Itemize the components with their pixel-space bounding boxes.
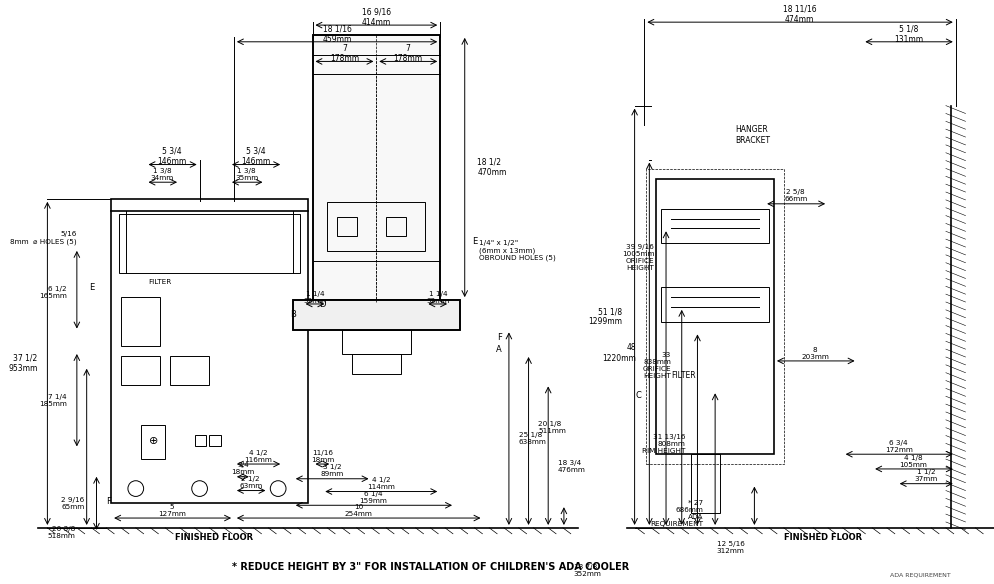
Bar — [646, 169, 784, 464]
Bar — [293, 300, 460, 329]
Text: D: D — [319, 300, 326, 310]
Bar — [121, 356, 160, 385]
Text: HANGER
BRACKET: HANGER BRACKET — [735, 126, 769, 145]
Text: 1 1/4
32mm: 1 1/4 32mm — [304, 291, 327, 304]
Text: 5/16
8mm  ⌀ HOLES (5): 5/16 8mm ⌀ HOLES (5) — [10, 231, 77, 245]
Text: 7 1/4
185mm: 7 1/4 185mm — [39, 394, 67, 406]
Text: 1 3/8
35mm: 1 3/8 35mm — [236, 168, 258, 181]
Text: E: E — [472, 237, 477, 246]
Text: FILTER: FILTER — [671, 371, 696, 380]
Bar — [312, 35, 440, 300]
Text: FINISHED FLOOR: FINISHED FLOOR — [784, 533, 862, 542]
Text: 4 1/8
105mm: 4 1/8 105mm — [900, 454, 927, 468]
Text: 2 5/8
66mm: 2 5/8 66mm — [784, 189, 807, 203]
Text: 18 11/16
474mm: 18 11/16 474mm — [782, 5, 816, 24]
Text: FILTER: FILTER — [148, 279, 172, 286]
Text: * 27
686mm
ADA
REQUIREMENT: * 27 686mm ADA REQUIREMENT — [650, 500, 704, 527]
Text: E: E — [88, 283, 94, 292]
Bar — [337, 217, 357, 236]
Bar — [111, 199, 307, 503]
Text: * REDUCE HEIGHT BY 3" FOR INSTALLATION OF CHILDREN'S ADA COOLER: * REDUCE HEIGHT BY 3" FOR INSTALLATION O… — [232, 562, 629, 572]
Bar — [195, 434, 207, 446]
Text: 31 13/16
808mm
RIM HEIGHT: 31 13/16 808mm RIM HEIGHT — [642, 434, 686, 454]
Text: 20 1/8
511mm: 20 1/8 511mm — [539, 421, 567, 434]
Text: 39 9/16
1005mm
ORIFICE
HEIGHT: 39 9/16 1005mm ORIFICE HEIGHT — [621, 244, 654, 272]
Text: B: B — [290, 310, 296, 319]
Bar — [119, 214, 300, 273]
Text: 3 1/2
89mm: 3 1/2 89mm — [320, 464, 344, 477]
Bar — [352, 354, 401, 374]
Text: 6 1/2
165mm: 6 1/2 165mm — [39, 286, 67, 298]
Bar — [121, 297, 160, 346]
Text: 11/16
18mm: 11/16 18mm — [311, 450, 334, 463]
Text: 48
1220mm: 48 1220mm — [602, 343, 636, 363]
Text: 18 1/2
470mm: 18 1/2 470mm — [477, 158, 507, 177]
Text: 20 3/8
518mm: 20 3/8 518mm — [47, 526, 75, 539]
Text: 4 1/2
114mm: 4 1/2 114mm — [368, 477, 396, 490]
Text: 3/4
18mm: 3/4 18mm — [232, 463, 254, 475]
Bar — [656, 179, 774, 454]
Bar — [661, 208, 769, 243]
Bar — [210, 434, 222, 446]
Bar — [661, 287, 769, 322]
Text: 37 1/2
953mm: 37 1/2 953mm — [8, 353, 38, 373]
Bar — [141, 425, 165, 459]
Text: 7
178mm: 7 178mm — [394, 44, 422, 63]
Text: 18 3/4
476mm: 18 3/4 476mm — [558, 460, 585, 474]
Text: 2 9/16
65mm: 2 9/16 65mm — [62, 497, 84, 510]
Text: ADA REQUIREMENT: ADA REQUIREMENT — [890, 572, 951, 578]
Text: 6 1/4
159mm: 6 1/4 159mm — [360, 491, 388, 504]
Text: F: F — [497, 333, 502, 342]
Text: 18 1/16
459mm: 18 1/16 459mm — [322, 25, 352, 44]
Text: 33
838mm
ORIFICE
HEIGHT: 33 838mm ORIFICE HEIGHT — [642, 352, 671, 380]
Text: 1 3/8
34mm: 1 3/8 34mm — [151, 168, 174, 181]
Bar — [170, 356, 210, 385]
Bar — [691, 454, 720, 513]
Text: 5
127mm: 5 127mm — [158, 503, 186, 517]
Text: 2 1/2
63mm: 2 1/2 63mm — [239, 476, 262, 489]
Bar — [342, 329, 411, 354]
Text: FINISHED FLOOR: FINISHED FLOOR — [175, 533, 253, 542]
Text: 4 1/2
116mm: 4 1/2 116mm — [245, 450, 272, 463]
Text: 1 1/4
32mm: 1 1/4 32mm — [426, 291, 450, 304]
Text: 5 3/4
146mm: 5 3/4 146mm — [157, 147, 187, 166]
Text: 51 1/8
1299mm: 51 1/8 1299mm — [587, 307, 622, 326]
Text: 25 1/8
638mm: 25 1/8 638mm — [519, 432, 547, 445]
Text: 1 1/2
37mm: 1 1/2 37mm — [914, 470, 938, 482]
Text: ⊕: ⊕ — [149, 436, 158, 446]
Text: 5 1/8
131mm: 5 1/8 131mm — [894, 25, 923, 44]
Text: 6 3/4
172mm: 6 3/4 172mm — [885, 440, 912, 453]
Text: C: C — [635, 391, 641, 400]
Text: A: A — [496, 345, 502, 354]
Text: 7
178mm: 7 178mm — [330, 44, 360, 63]
Text: 1/4" x 1/2"
(6mm x 13mm)
OBROUND HOLES (5): 1/4" x 1/2" (6mm x 13mm) OBROUND HOLES (… — [479, 241, 557, 262]
Text: 5 3/4
146mm: 5 3/4 146mm — [241, 147, 270, 166]
Text: 13 7/8
352mm: 13 7/8 352mm — [574, 564, 601, 576]
Bar — [293, 300, 460, 329]
Text: 10
254mm: 10 254mm — [345, 503, 373, 517]
Text: 16 9/16
414mm: 16 9/16 414mm — [362, 8, 391, 27]
Text: 8
203mm: 8 203mm — [801, 346, 829, 360]
Bar — [327, 202, 425, 251]
Bar — [312, 35, 440, 300]
Text: F: F — [105, 497, 110, 506]
Bar — [387, 217, 406, 236]
Text: 12 5/16
312mm: 12 5/16 312mm — [717, 541, 745, 554]
